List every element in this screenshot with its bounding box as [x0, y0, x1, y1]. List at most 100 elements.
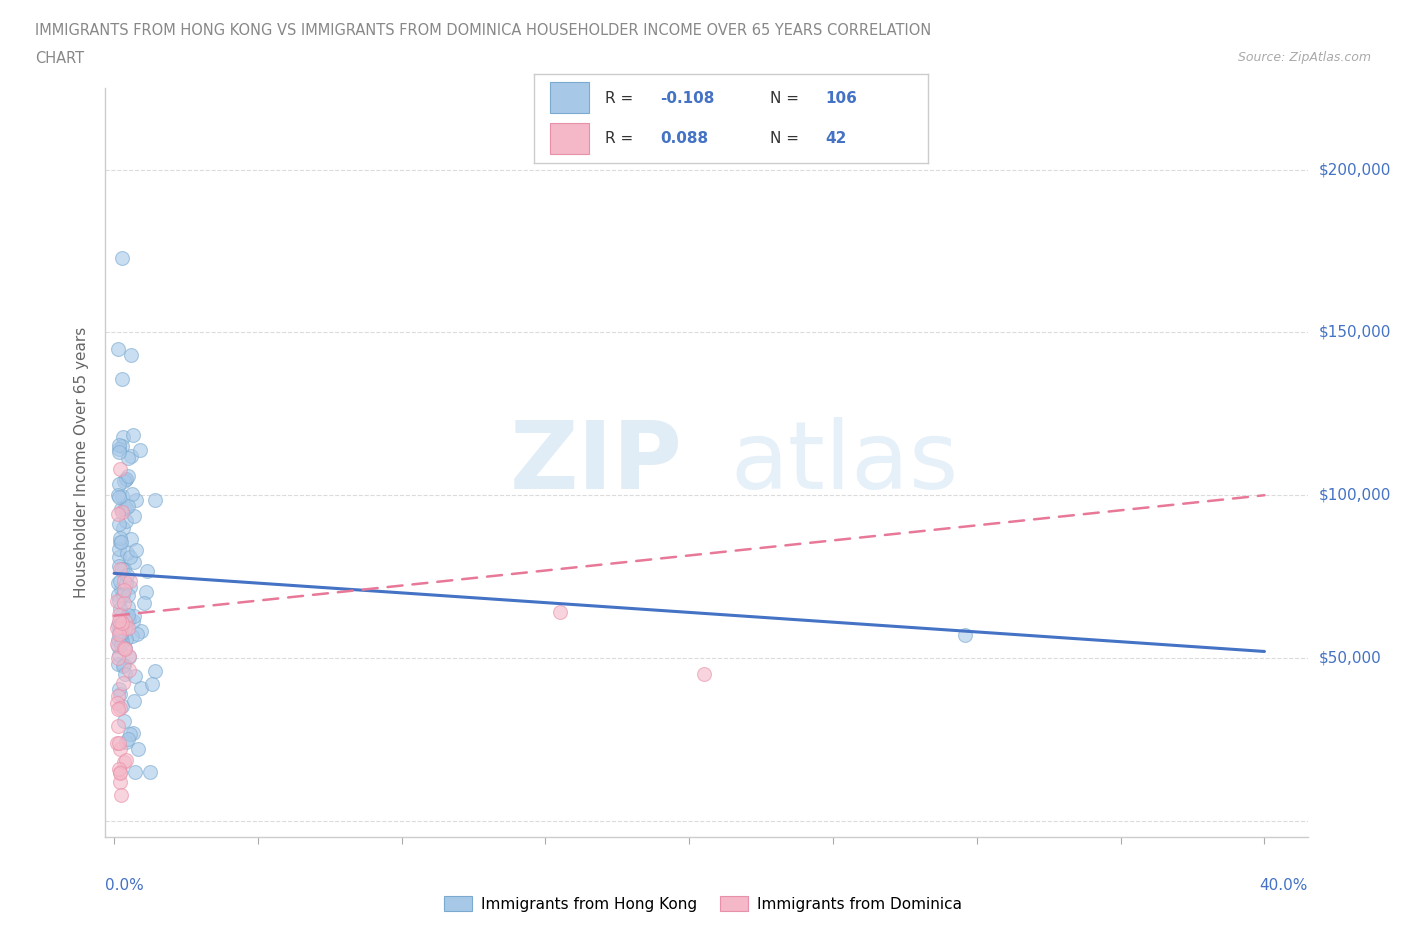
Point [134, 595, 156, 610]
Point [115, 631, 138, 646]
Point [108, 625, 131, 640]
Point [124, 669, 146, 684]
Point [111, 698, 134, 713]
Point [107, 651, 129, 666]
Point [117, 607, 139, 622]
Y-axis label: Householder Income Over 65 years: Householder Income Over 65 years [75, 327, 90, 598]
Point [108, 442, 131, 457]
Point [120, 550, 142, 565]
Point [114, 752, 136, 767]
Point [108, 613, 131, 628]
Point [111, 675, 134, 690]
Point [117, 732, 139, 747]
Point [124, 493, 146, 508]
Point [110, 700, 132, 715]
Point [111, 250, 134, 265]
Point [110, 562, 132, 577]
Point [111, 562, 134, 577]
Point [136, 564, 159, 578]
Point [108, 607, 131, 622]
Point [114, 613, 136, 628]
Point [111, 504, 134, 519]
Point [115, 513, 138, 528]
Point [121, 486, 143, 501]
Point [124, 764, 146, 779]
Text: atlas: atlas [731, 417, 959, 509]
Point [110, 687, 132, 702]
Point [112, 658, 135, 673]
Point [105, 695, 128, 710]
Point [108, 762, 131, 777]
Text: ZIP: ZIP [509, 417, 682, 509]
Point [118, 663, 141, 678]
Text: 106: 106 [825, 91, 858, 106]
Point [955, 628, 977, 643]
Point [111, 634, 134, 649]
Point [107, 576, 129, 591]
Point [107, 341, 129, 356]
Point [139, 764, 162, 779]
Point [108, 647, 131, 662]
Point [108, 559, 131, 574]
Point [108, 530, 131, 545]
Point [108, 765, 131, 780]
Point [105, 620, 128, 635]
Point [107, 507, 129, 522]
Point [110, 638, 132, 653]
Text: Source: ZipAtlas.com: Source: ZipAtlas.com [1237, 51, 1371, 64]
Point [117, 498, 139, 513]
Text: 0.088: 0.088 [661, 131, 709, 146]
Point [112, 755, 135, 770]
Point [107, 689, 129, 704]
Point [114, 667, 136, 682]
Point [120, 727, 142, 742]
Point [117, 614, 139, 629]
Point [108, 550, 131, 565]
Point [118, 573, 141, 588]
Point [110, 764, 132, 779]
Text: $200,000: $200,000 [1319, 162, 1391, 178]
Point [112, 474, 135, 489]
Point [120, 532, 142, 547]
Point [548, 605, 571, 620]
Point [127, 742, 149, 757]
Point [110, 372, 132, 387]
Text: $150,000: $150,000 [1319, 325, 1391, 340]
Point [692, 667, 714, 682]
Point [129, 442, 152, 457]
Point [122, 694, 145, 709]
Point [111, 616, 134, 631]
Point [120, 579, 142, 594]
Text: -0.108: -0.108 [661, 91, 714, 106]
Point [117, 568, 139, 583]
Bar [550, 123, 589, 154]
Point [129, 623, 152, 638]
Point [120, 348, 142, 363]
Point [115, 500, 138, 515]
Point [105, 736, 128, 751]
Point [107, 445, 129, 459]
Point [121, 427, 143, 442]
Point [108, 476, 131, 491]
Point [110, 462, 132, 477]
Point [112, 640, 135, 655]
Point [111, 621, 134, 636]
Point [141, 676, 163, 691]
Point [111, 587, 134, 602]
Point [111, 631, 134, 646]
Point [112, 573, 135, 588]
Point [108, 736, 131, 751]
Point [121, 629, 143, 644]
Text: CHART: CHART [35, 51, 84, 66]
Text: N =: N = [770, 91, 804, 106]
Point [112, 595, 135, 610]
Point [107, 618, 129, 632]
Point [107, 657, 129, 671]
Point [107, 588, 129, 603]
Point [108, 618, 131, 632]
Bar [550, 83, 589, 113]
Point [112, 562, 135, 577]
Point [114, 642, 136, 657]
Point [114, 472, 136, 486]
Point [107, 719, 129, 734]
